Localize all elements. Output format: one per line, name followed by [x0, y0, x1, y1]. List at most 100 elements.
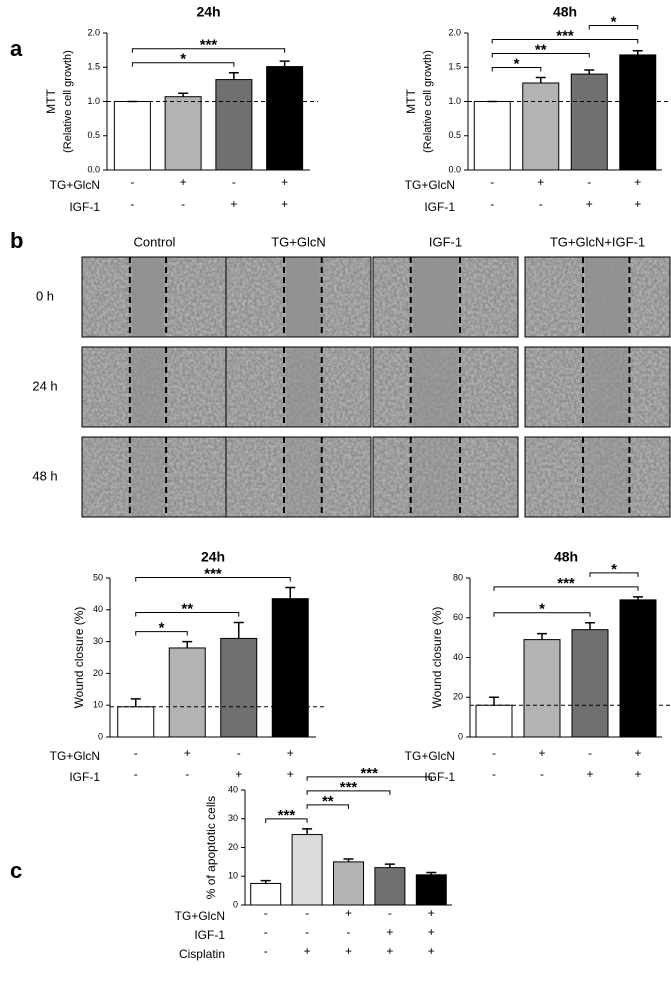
micrograph-frame: [372, 346, 519, 428]
condition-mark: -: [492, 767, 496, 781]
significance-label: ***: [340, 779, 358, 796]
significance-label: *: [539, 601, 545, 618]
micrograph-frame: [225, 346, 372, 428]
condition-name: IGF-1: [69, 770, 100, 784]
bar: [522, 82, 560, 171]
condition-name: TG+GlcN: [50, 178, 100, 192]
y-tick-label: 40: [453, 652, 463, 662]
significance-bracket: [135, 577, 291, 582]
error-bar: [633, 596, 643, 600]
condition-mark: -: [588, 746, 592, 760]
condition-name: IGF-1: [194, 928, 225, 942]
condition-mark: +: [634, 197, 641, 211]
condition-mark: -: [264, 944, 268, 958]
condition-mark: +: [287, 746, 294, 760]
bar: [291, 834, 323, 906]
bar: [523, 639, 561, 738]
significance-bracket: [135, 631, 188, 636]
micrograph-frame: [372, 436, 519, 518]
condition-name: IGF-1: [424, 200, 455, 214]
condition-mark: +: [180, 175, 187, 189]
condition-mark: -: [134, 767, 138, 781]
condition-mark: +: [586, 197, 593, 211]
y-tick-label: 0.5: [448, 130, 461, 140]
bar: [571, 629, 609, 738]
column-label: Control: [134, 234, 176, 249]
wound-gap: [286, 257, 320, 337]
row-label: 24 h: [32, 378, 57, 393]
error-bar: [343, 858, 354, 862]
y-tick-label: 40: [93, 604, 103, 614]
condition-mark: -: [490, 197, 494, 211]
wound-gap: [286, 347, 320, 427]
error-bar: [585, 621, 595, 630]
y-tick-label: 2.0: [448, 27, 461, 37]
condition-mark: +: [428, 944, 435, 958]
bar: [266, 66, 304, 171]
panel-label: a: [10, 36, 23, 61]
error-bar: [178, 92, 189, 97]
y-tick-label: 50: [93, 572, 103, 582]
significance-bracket: [493, 612, 591, 617]
wound-gap: [585, 437, 628, 517]
condition-mark: +: [428, 925, 435, 939]
significance-label: *: [611, 561, 617, 578]
bar: [164, 96, 202, 171]
bar: [374, 867, 406, 906]
significance-bracket: [491, 39, 639, 44]
y-tick-label: 0.0: [87, 164, 100, 174]
wound-gap: [131, 437, 165, 517]
condition-mark: +: [634, 767, 641, 781]
chart-title: 48h: [554, 549, 578, 565]
significance-bracket: [588, 25, 639, 30]
y-tick-label: 1.5: [87, 62, 100, 72]
y-tick-label: 40: [228, 784, 238, 794]
significance-label: *: [611, 13, 617, 30]
condition-mark: +: [386, 944, 393, 958]
row-label: 0 h: [36, 288, 54, 303]
significance-label: ***: [557, 575, 575, 592]
y-tick-label: 2.0: [87, 27, 100, 37]
y-axis-label: MTT: [404, 89, 418, 114]
wound-gap: [412, 347, 458, 427]
error-bar: [302, 828, 313, 835]
significance-label: *: [180, 51, 186, 68]
condition-mark: -: [185, 767, 189, 781]
row-label: 48 h: [32, 468, 57, 483]
error-bar: [260, 879, 271, 884]
micrograph-frame: [524, 256, 671, 338]
error-bar: [489, 696, 499, 706]
condition-mark: -: [305, 906, 309, 920]
condition-mark: +: [184, 746, 191, 760]
y-tick-label: 60: [453, 612, 463, 622]
condition-mark: +: [428, 906, 435, 920]
condition-name: TG+GlcN: [175, 909, 225, 923]
condition-mark: -: [232, 175, 236, 189]
significance-label: **: [181, 600, 193, 617]
error-bar: [535, 76, 546, 84]
y-axis-label: (Relative cell growth): [62, 50, 74, 153]
chart-title: 24h: [201, 549, 225, 565]
condition-mark: +: [230, 197, 237, 211]
condition-mark: +: [586, 767, 593, 781]
bar: [113, 101, 151, 171]
y-tick-label: 20: [228, 842, 238, 852]
wound-gap: [585, 347, 628, 427]
condition-mark: -: [134, 746, 138, 760]
bar: [570, 73, 608, 171]
condition-name: IGF-1: [69, 200, 100, 214]
significance-bracket: [589, 572, 639, 577]
condition-name: TG+GlcN: [405, 749, 455, 763]
wound-gap: [286, 437, 320, 517]
condition-mark: -: [305, 925, 309, 939]
y-axis-label: Wound closure (%): [430, 607, 444, 709]
bar: [271, 598, 309, 738]
condition-name: TG+GlcN: [405, 178, 455, 192]
cell-texture: [82, 437, 227, 517]
y-tick-label: 0: [98, 731, 103, 741]
error-bar: [426, 871, 437, 875]
significance-label: ***: [556, 27, 574, 44]
condition-mark: -: [490, 175, 494, 189]
condition-mark: -: [181, 197, 185, 211]
